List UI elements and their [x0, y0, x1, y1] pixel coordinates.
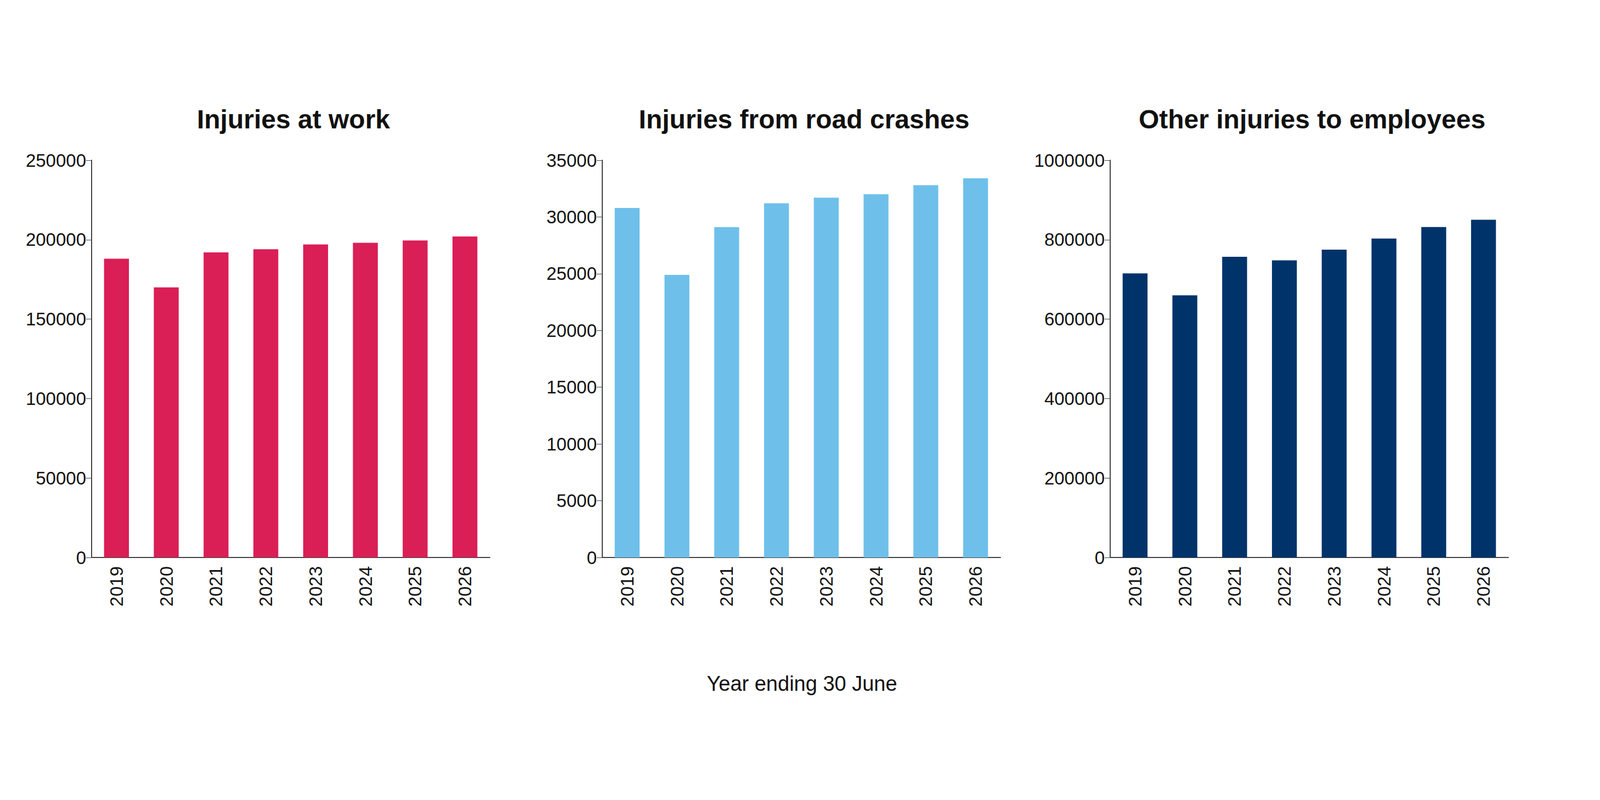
- svg-text:2020: 2020: [156, 566, 177, 607]
- svg-text:50000: 50000: [35, 467, 87, 489]
- svg-text:800000: 800000: [1044, 229, 1105, 250]
- svg-text:2021: 2021: [716, 566, 737, 607]
- svg-text:150000: 150000: [25, 308, 87, 330]
- svg-text:400000: 400000: [1044, 388, 1105, 409]
- svg-text:2026: 2026: [454, 566, 476, 607]
- svg-text:2021: 2021: [1224, 566, 1245, 607]
- svg-text:2025: 2025: [915, 566, 936, 607]
- svg-text:1000000: 1000000: [1034, 150, 1105, 171]
- svg-text:2021: 2021: [205, 566, 226, 607]
- svg-text:2019: 2019: [106, 566, 127, 607]
- svg-text:250000: 250000: [25, 150, 87, 171]
- svg-text:2019: 2019: [1124, 566, 1146, 607]
- svg-text:0: 0: [586, 547, 597, 568]
- svg-text:2026: 2026: [1473, 566, 1494, 607]
- svg-text:5000: 5000: [556, 490, 597, 511]
- svg-text:200000: 200000: [25, 229, 87, 250]
- svg-text:Other injuries to employees: Other injuries to employees: [1138, 104, 1486, 134]
- svg-text:20000: 20000: [546, 320, 597, 341]
- svg-text:2023: 2023: [1324, 566, 1345, 607]
- svg-text:2026: 2026: [965, 566, 986, 607]
- svg-text:35000: 35000: [546, 150, 597, 171]
- svg-text:2023: 2023: [305, 566, 326, 607]
- svg-text:2025: 2025: [1423, 566, 1444, 607]
- svg-text:100000: 100000: [25, 388, 87, 409]
- svg-text:2024: 2024: [355, 566, 376, 607]
- svg-text:2022: 2022: [766, 566, 787, 607]
- svg-text:2020: 2020: [1174, 566, 1196, 607]
- svg-text:10000: 10000: [546, 433, 597, 455]
- svg-text:Injuries at work: Injuries at work: [196, 104, 390, 134]
- svg-text:200000: 200000: [1044, 467, 1105, 489]
- svg-text:Injuries from road crashes: Injuries from road crashes: [639, 104, 970, 134]
- svg-text:25000: 25000: [546, 263, 597, 284]
- svg-text:30000: 30000: [546, 206, 597, 228]
- svg-text:2024: 2024: [1374, 566, 1395, 607]
- svg-text:600000: 600000: [1044, 308, 1105, 330]
- svg-text:15000: 15000: [546, 376, 597, 398]
- svg-text:2022: 2022: [255, 566, 276, 607]
- svg-text:0: 0: [1094, 547, 1105, 568]
- svg-text:Year ending 30 June: Year ending 30 June: [706, 671, 897, 695]
- svg-text:2023: 2023: [816, 566, 837, 607]
- svg-text:2022: 2022: [1274, 566, 1295, 607]
- svg-text:2019: 2019: [617, 566, 638, 607]
- svg-text:2024: 2024: [866, 566, 887, 607]
- svg-text:0: 0: [76, 547, 87, 568]
- svg-text:2025: 2025: [404, 566, 426, 607]
- svg-text:2020: 2020: [666, 566, 688, 607]
